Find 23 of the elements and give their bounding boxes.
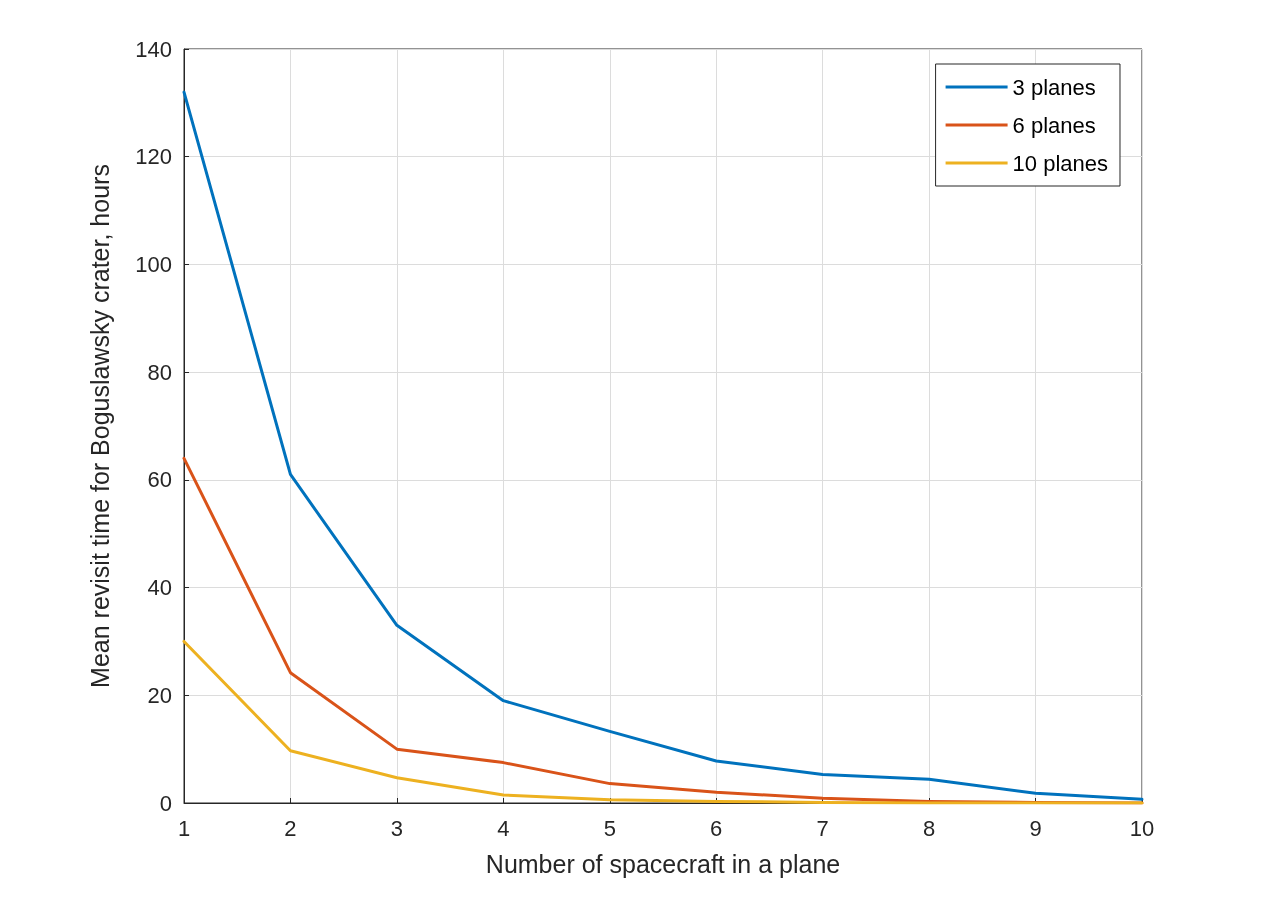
y-tick-label: 80 [147, 359, 172, 385]
x-tick-label: 10 [1129, 815, 1155, 841]
x-tick-label: 4 [497, 815, 510, 841]
y-tick-label: 140 [135, 36, 172, 62]
x-tick-label: 9 [1029, 815, 1042, 841]
y-tick-label: 40 [147, 575, 172, 601]
x-axis-title: Number of spacecraft in a plane [485, 849, 841, 878]
y-tick-label: 60 [147, 467, 172, 493]
x-tick-label: 6 [710, 815, 723, 841]
x-tick-label: 2 [284, 815, 297, 841]
x-tick-label: 3 [390, 815, 404, 841]
x-tick-label: 7 [816, 815, 829, 841]
legend-label: 6 planes [1012, 112, 1096, 138]
y-tick-label: 120 [135, 144, 172, 170]
y-tick-label: 100 [135, 251, 172, 277]
x-tick-label: 1 [177, 815, 191, 841]
x-tick-label: 8 [922, 815, 936, 841]
y-axis-title: Mean revisit time for Boguslawsky crater, hours [85, 164, 114, 688]
x-tick-label: 5 [603, 815, 616, 841]
y-tick-label: 0 [159, 790, 172, 816]
legend-label: 3 planes [1012, 74, 1096, 100]
y-tick-label: 20 [147, 682, 172, 708]
legend-label: 10 planes [1012, 150, 1109, 176]
